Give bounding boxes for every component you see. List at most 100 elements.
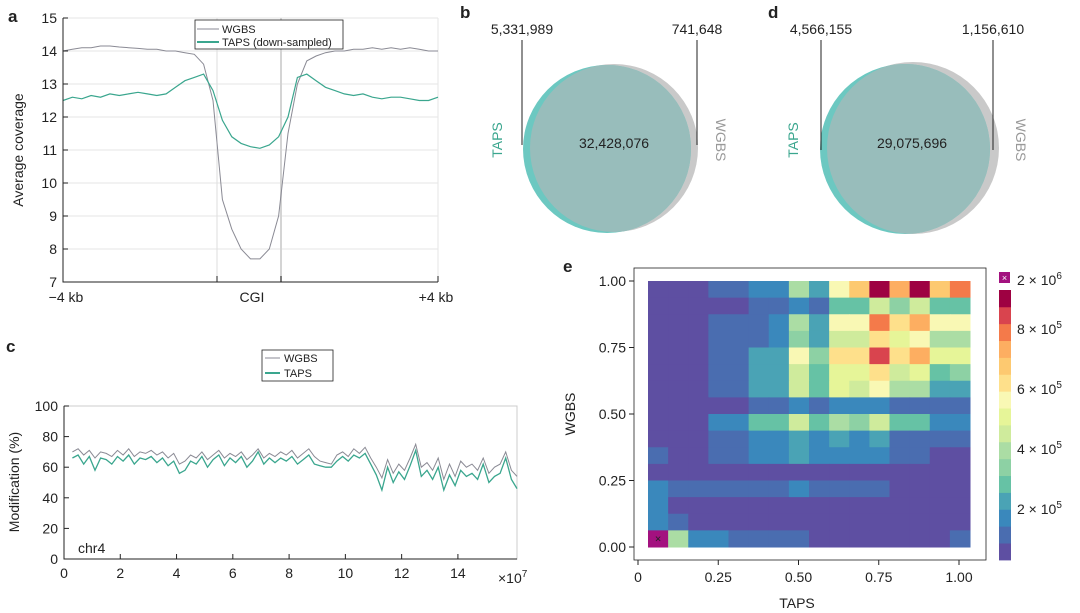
- heatmap-cell: [668, 347, 689, 365]
- heatmap-cell: [648, 364, 669, 382]
- heatmap-cell: [648, 530, 669, 548]
- c-xtick-label: 0: [60, 565, 68, 581]
- heatmap-cell: [708, 513, 730, 531]
- heatmap-cell: [688, 314, 709, 332]
- heatmap-cell: [909, 414, 931, 432]
- heatmap-cell: [728, 314, 750, 332]
- heatmap-cell: [768, 530, 790, 548]
- heatmap-cell: [708, 463, 730, 482]
- heatmap-cell: [748, 430, 770, 448]
- heatmap-cell: [748, 447, 770, 465]
- heatmap-cell: [909, 347, 931, 365]
- panel-c: c WGBS TAPS 0 20 40 60 80 100 0 2 4 6 8 10 12 14 chr4…: [6, 337, 528, 586]
- heatmap-cell: [849, 347, 870, 365]
- colorbar-segment: [999, 509, 1011, 527]
- venn-overlap: [827, 64, 990, 234]
- legend-box: [194, 19, 344, 50]
- heatmap-cell: [788, 347, 810, 365]
- heatmap-cell: [929, 497, 951, 515]
- c-frame: [63, 405, 518, 560]
- heatmap-cell: [869, 364, 891, 382]
- a-grid: [63, 17, 439, 282]
- heatmap-cell: [748, 480, 770, 498]
- heatmap-cell: [668, 380, 689, 398]
- heatmap-cell: [688, 380, 709, 398]
- heatmap-cell: [648, 297, 669, 315]
- heatmap-cell: [909, 314, 931, 332]
- heatmap-cell: [909, 430, 931, 448]
- heatmap-cell: [648, 513, 669, 531]
- heatmap-cell: [748, 513, 770, 531]
- heatmap-cell: [889, 380, 911, 398]
- c-xtick-label: 12: [394, 565, 410, 581]
- heatmap-cell: [929, 463, 951, 482]
- colorbar-segment: [999, 475, 1011, 493]
- heatmap-cell: [748, 497, 770, 515]
- a-lines: [62, 45, 439, 260]
- heatmap-cell: [648, 347, 669, 365]
- e-xtick-label: 1.00: [945, 569, 972, 585]
- heatmap-cell: [648, 380, 669, 398]
- colorbar-segment: [999, 425, 1011, 443]
- a-ytick-label: 15: [41, 10, 57, 26]
- legend-box: [261, 349, 334, 382]
- venn-d-overlap: 29,075,696: [877, 135, 947, 151]
- heatmap-cell: [829, 297, 850, 315]
- colorbar-segment: [999, 357, 1011, 375]
- heatmap-cell: [688, 330, 709, 349]
- heatmap-cell: [668, 297, 689, 315]
- heatmap-cell: [869, 530, 891, 548]
- panel-label-d: d: [768, 3, 778, 22]
- heatmap-cell: [909, 447, 931, 465]
- heatmap-cell: [949, 330, 971, 349]
- heatmap-cell: [708, 364, 730, 382]
- heatmap-cell: [829, 463, 850, 482]
- heatmap-cell: [768, 414, 790, 432]
- heatmap-cell: [869, 414, 891, 432]
- c-lines: [72, 442, 518, 493]
- heatmap-cell: [788, 364, 810, 382]
- a-ytick-label: 14: [41, 43, 57, 59]
- c-x-multiplier: ×107: [498, 569, 528, 586]
- c-xtick-label: 14: [450, 565, 466, 581]
- heatmap-cell: [869, 314, 891, 332]
- heatmap-cell: [829, 497, 850, 515]
- colorbar-label: 8 × 105: [1017, 320, 1062, 337]
- heatmap-cell: [728, 447, 750, 465]
- heatmap-cell: [829, 281, 850, 299]
- heatmap-cell: [809, 430, 830, 448]
- heatmap-cell: [849, 364, 870, 382]
- heatmap-cell: [909, 497, 931, 515]
- e-xtick-label: 0.75: [865, 569, 892, 585]
- heatmap-cell: [668, 330, 689, 349]
- heatmap-cell: [909, 297, 931, 315]
- heatmap-cell: [768, 314, 790, 332]
- heatmap-cell: [929, 297, 951, 315]
- heatmap-cell: [688, 297, 709, 315]
- heatmap-cell: [889, 314, 911, 332]
- heatmap-cell: [869, 447, 891, 465]
- colorbar-max-label: 2 × 106: [1017, 271, 1062, 288]
- heatmap-cell: [949, 414, 971, 432]
- heatmap-cell: [748, 314, 770, 332]
- heatmap-cell: [829, 513, 850, 531]
- a-ytick-label: 12: [41, 109, 57, 125]
- heatmap-cell: [788, 480, 810, 498]
- colorbar-segment: [999, 323, 1011, 342]
- panel-label-e: e: [563, 257, 572, 276]
- heatmap-cell: [768, 430, 790, 448]
- heatmap-cell: [728, 530, 750, 548]
- heatmap-cell: [869, 281, 891, 299]
- heatmap-cell: [869, 513, 891, 531]
- a-xtick-label: CGI: [240, 289, 265, 305]
- heatmap-cell: [929, 330, 951, 349]
- heatmap-cell: [809, 513, 830, 531]
- colorbar-segment: [999, 441, 1011, 460]
- heatmap-cell: [829, 380, 850, 398]
- heatmap-cell: [929, 364, 951, 382]
- heatmap-cell: [889, 297, 911, 315]
- heatmap-cell: [688, 414, 709, 432]
- heatmap-cell: [748, 281, 770, 299]
- colorbar-label-exp: 5: [1056, 440, 1062, 451]
- heatmap-cell: [788, 530, 810, 548]
